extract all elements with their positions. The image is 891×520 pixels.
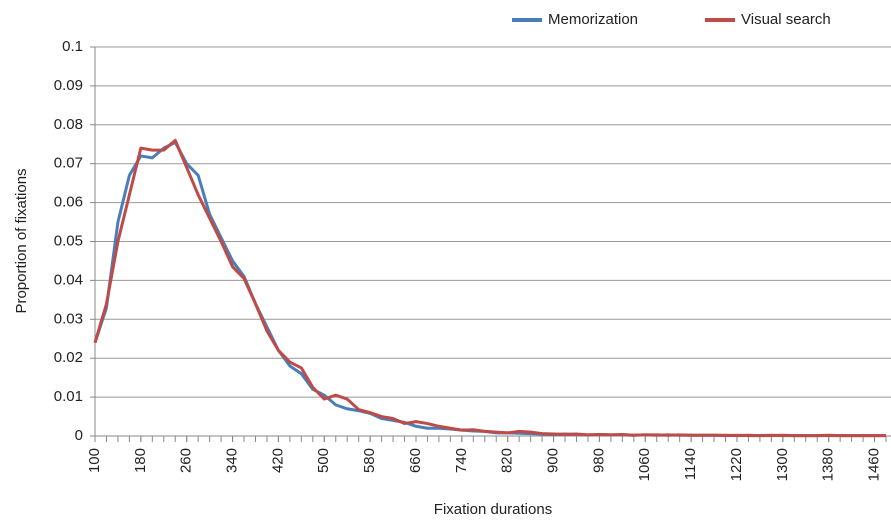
x-tick-label: 820: [499, 448, 516, 473]
y-tick-label: 0.03: [54, 310, 83, 327]
y-tick-label: 0.02: [54, 349, 83, 366]
x-tick-label: 980: [590, 448, 607, 473]
y-tick-label: 0.1: [62, 38, 83, 55]
x-tick-label: 1460: [866, 448, 883, 481]
x-tick-label: 900: [545, 448, 562, 473]
x-tick-label: 740: [453, 448, 470, 473]
x-tick-label: 1220: [728, 448, 745, 481]
y-tick-label: 0.07: [54, 155, 83, 172]
x-tick-label: 1380: [820, 448, 837, 481]
y-tick-label: 0.04: [54, 271, 83, 288]
series-line: [93, 140, 886, 438]
y-axis-title: Proportion of fixations: [13, 168, 30, 313]
legend-label: Visual search: [741, 11, 831, 28]
x-tick-label: 1060: [636, 448, 653, 481]
x-tick-label: 100: [86, 448, 103, 473]
legend-label: Memorization: [548, 11, 638, 28]
x-axis-title: Fixation durations: [434, 501, 552, 518]
x-tick-label: 580: [361, 448, 378, 473]
y-tick-label: 0.09: [54, 77, 83, 94]
y-tick-label: 0.06: [54, 194, 83, 211]
x-tick-label: 180: [132, 448, 149, 473]
x-tick-label: 1140: [682, 448, 699, 480]
y-tick-label: 0.08: [54, 116, 83, 133]
x-tick-label: 260: [178, 448, 195, 473]
y-tick-label: 0.01: [54, 388, 83, 405]
x-tick-label: 1300: [774, 448, 791, 481]
x-tick-label: 500: [315, 448, 332, 473]
y-tick-label: 0.05: [54, 232, 83, 249]
x-tick-label: 660: [407, 448, 424, 473]
x-tick-label: 340: [224, 448, 241, 473]
y-tick-label: 0: [75, 427, 83, 444]
x-tick-label: 420: [269, 448, 286, 473]
series-line: [93, 138, 886, 438]
